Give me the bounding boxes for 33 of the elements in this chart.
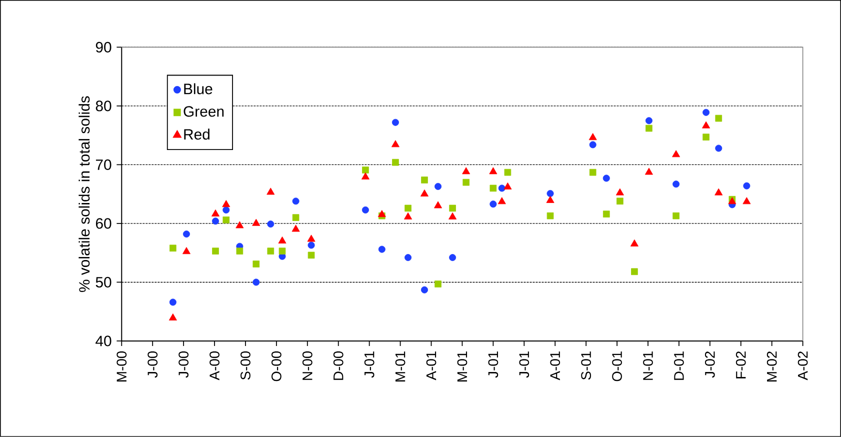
x-tick-label: J-01 [488, 352, 498, 378]
x-tick-label: M-01 [395, 352, 406, 382]
x-tick-label: A-01 [550, 352, 560, 380]
legend-label: Red [184, 128, 210, 140]
legend-label: Blue [184, 83, 212, 94]
x-tick-label: J-01 [364, 352, 374, 378]
x-tick-label: S-01 [581, 352, 592, 380]
y-tick-label: 60 [96, 218, 112, 229]
x-tick-label: O-01 [612, 352, 622, 382]
y-tick-label: 50 [96, 276, 112, 288]
x-tick-label: A-01 [426, 352, 436, 380]
x-tick-label: J-01 [519, 352, 530, 378]
x-tick-label: S-00 [240, 351, 250, 380]
x-tick-label: F-02 [736, 352, 746, 378]
x-tick-label: J-00 [178, 351, 189, 378]
y-tick-label: 80 [96, 100, 112, 112]
x-tick-label: A-00 [210, 351, 220, 380]
legend-label: Green [184, 106, 224, 117]
x-tick-label: A-02 [798, 352, 808, 380]
x-tick-label: M-00 [116, 351, 127, 382]
x-tick-label: D-01 [674, 352, 684, 380]
x-tick-label: M-02 [766, 352, 777, 382]
y-tick-label: 90 [96, 42, 112, 53]
x-tick-label: M-01 [457, 352, 468, 382]
x-tick-label: N-01 [643, 352, 653, 380]
x-tick-label: J-00 [148, 351, 158, 378]
x-tick-label: O-00 [272, 351, 282, 382]
x-tick-label: J-02 [704, 352, 715, 378]
y-tick-label: 40 [96, 336, 112, 346]
x-tick-label: D-00 [333, 351, 344, 380]
x-tick-label: N-00 [302, 351, 312, 380]
y-tick-label: 70 [96, 159, 112, 170]
y-axis-title: % volatile solids in total solids [78, 96, 90, 292]
